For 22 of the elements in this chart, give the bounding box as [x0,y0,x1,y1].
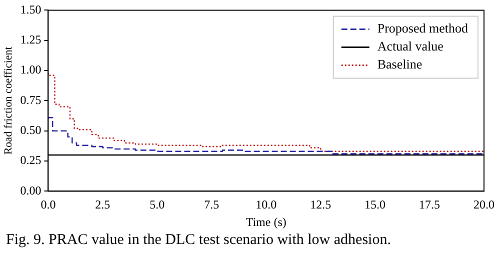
x-tick-label: 0.0 [40,198,56,212]
y-tick-label: 1.25 [20,32,42,47]
y-tick-label: 1.00 [20,62,42,77]
x-tick-label: 20.0 [474,198,494,212]
x-tick-label: 2.5 [95,198,110,212]
y-axis-title: Road friction coefficient [2,46,14,155]
legend-label: Proposed method [377,20,468,36]
y-tick-label: 0.75 [20,92,42,107]
x-tick-label: 10.0 [256,198,277,212]
y-tick-label: 0.25 [20,153,42,168]
y-tick-label: 0.50 [20,123,42,138]
x-tick-label: 17.5 [419,198,440,212]
y-tick-label: 1.50 [20,2,42,16]
y-tick-label: 0.00 [20,183,42,198]
x-axis-title: Time (s) [246,214,286,229]
legend-label: Baseline [377,56,422,72]
caption: Fig. 9. PRAC value in the DLC test scenario with low adhesion. [5,232,392,249]
x-tick-label: 7.5 [204,198,220,212]
x-tick-label: 12.5 [310,198,332,212]
x-tick-label: 15.0 [364,198,386,212]
legend-label: Actual value [377,38,444,54]
x-tick-label: 5.0 [150,198,165,212]
